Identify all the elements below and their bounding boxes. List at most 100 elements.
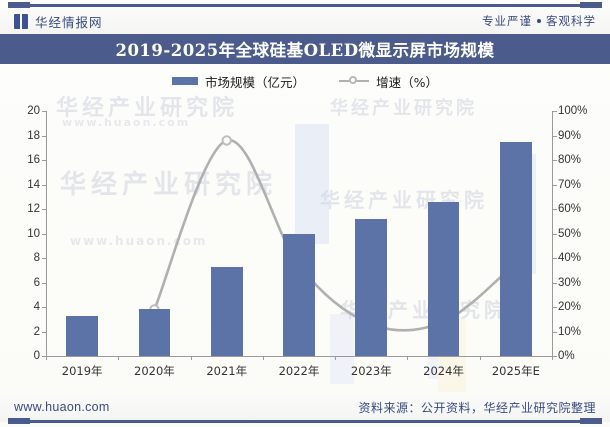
bottom-divider [8,420,602,423]
x-tick-label: 2019年 [61,364,103,378]
y-tick-label-right: 0% [558,350,575,362]
y-tick-right [553,331,557,333]
legend-item-line[interactable]: 增速（%） [339,72,438,91]
page-footer: www.huaon.com 资料来源：公开资料，华经产业研究院整理 [0,392,610,422]
y-tick-right [553,160,557,161]
y-tick-left [42,184,46,186]
y-tick-right [553,258,557,259]
y-tick-right [553,209,557,210]
y-tick-label-left: 14 [27,178,40,191]
y-tick-left [42,209,46,210]
legend-bar-swatch [172,77,199,85]
bottom-divider-cap-right [580,418,602,424]
x-tick [118,356,120,360]
x-tick [552,356,553,360]
y-tick-label-right: 30% [558,276,582,289]
tagline-right: 客观科学 [546,14,596,28]
y-tick-left [42,307,46,308]
x-tick [407,356,409,360]
x-tick [190,356,192,360]
y-tick-label-right: 60% [558,203,582,215]
footer-source-note: 资料来源：公开资料，华经产业研究院整理 [358,400,596,415]
page-header: 华经情报网 专业严谨 客观科学 [0,8,610,34]
y-tick-label-left: 0 [33,350,40,362]
bar[interactable] [427,201,460,356]
y-tick-right [553,111,557,112]
top-divider-cap-left [8,2,30,8]
y-tick-left [42,111,46,112]
footer-site-url[interactable]: www.huaon.com [14,400,110,414]
y-tick-left [42,258,46,259]
x-tick [479,356,481,360]
y-tick-label-right: 10% [558,325,582,338]
y-tick-label-left: 12 [27,203,40,215]
brand-name: 华经情报网 [35,14,103,30]
bar[interactable] [66,315,99,356]
legend-bar-label: 市场规模（亿元） [205,74,306,90]
top-divider-cap-right [580,2,602,8]
x-tick-label: 2023年 [350,364,392,378]
y-tick-left [42,135,46,137]
watermark-block [330,314,354,384]
x-tick-label: 2020年 [134,364,175,378]
growth-line-path [153,139,518,332]
y-tick-right [553,282,557,284]
bottom-divider-cap-left [8,418,30,424]
y-axis-right [552,111,553,356]
y-tick-right [553,233,557,235]
book-logo-icon [14,13,28,29]
tagline-left: 专业严谨 [482,14,532,28]
y-tick-label-right: 70% [558,178,582,191]
y-tick-label-right: 40% [558,252,582,264]
y-tick-label-left: 4 [33,301,40,313]
title-bar: 2019-2025年全球硅基OLED微显示屏市场规模 [0,34,610,64]
y-tick-left [42,233,46,235]
y-tick-label-right: 100% [558,105,588,117]
bar[interactable] [283,233,315,356]
legend-line-label: 增速（%） [376,74,438,90]
bullet-dot-icon [537,19,541,23]
chart-area: 华经产业研究院 华经产业研究院 华经产业研究院 华经产业研究院 华经产业研究院 … [0,64,610,399]
bar[interactable] [355,218,388,356]
y-tick-label-right: 20% [558,301,582,313]
y-tick-label-left: 16 [27,154,40,166]
x-axis [46,356,553,357]
x-tick-label: 2024年 [423,364,464,378]
y-tick-left [42,331,46,333]
y-tick-label-left: 10 [27,227,40,240]
bar[interactable] [210,266,243,356]
watermark-block [295,124,329,244]
bar[interactable] [499,141,532,356]
y-tick-label-left: 20 [27,105,40,117]
chart-legend: 市场规模（亿元） 增速（%） [0,70,610,92]
page-title: 2019-2025年全球硅基OLED微显示屏市场规模 [115,41,495,60]
legend-line-swatch [339,76,370,86]
y-tick-left [42,160,46,161]
brand: 华经情报网 [14,12,103,31]
y-tick-label-left: 2 [33,325,40,338]
y-tick-right [553,356,557,357]
y-tick-left [42,356,46,357]
growth-line-marker[interactable] [221,135,232,146]
x-tick-label: 2022年 [278,364,320,378]
top-divider [8,4,602,7]
y-tick-label-left: 8 [33,252,40,264]
y-tick-right [553,135,557,137]
y-tick-label-left: 6 [33,276,40,289]
x-tick [262,356,264,360]
plot-area: 0 2 4 6 8 10 12 14 16 18 20 0% 10% 20% 30% 40% 50% 60% 70%… [27,105,587,378]
bar[interactable] [138,309,171,356]
y-axis-left [46,111,47,356]
x-tick [335,356,337,360]
legend-item-bar[interactable]: 市场规模（亿元） [172,72,305,91]
x-tick-label: 2025年E [491,364,540,378]
x-tick-label: 2021年 [206,364,248,378]
y-tick-label-right: 80% [558,154,582,166]
y-tick-right [553,307,557,308]
y-tick-label-right: 90% [558,129,582,142]
y-tick-left [42,282,46,284]
y-tick-right [553,184,557,186]
x-tick [46,356,47,360]
y-tick-label-left: 18 [27,129,40,142]
